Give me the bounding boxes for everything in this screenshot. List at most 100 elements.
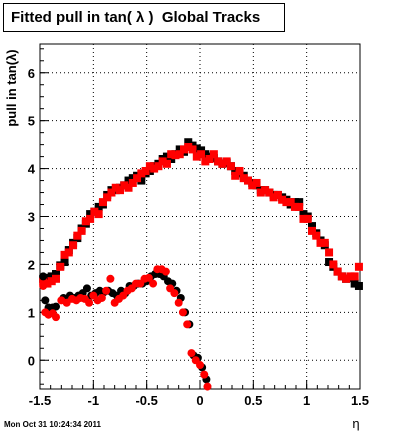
x-axis-title: η xyxy=(352,416,359,431)
data-point-square-s0 xyxy=(47,272,56,281)
data-point-square-s1 xyxy=(269,193,278,202)
data-point-square-s0 xyxy=(295,198,304,207)
data-point-square-s1 xyxy=(103,193,112,202)
data-point-square-s1 xyxy=(312,231,321,240)
data-point-square-s1 xyxy=(52,274,60,283)
data-point-circle-s2 xyxy=(52,302,60,311)
x-tick-label: 0.5 xyxy=(244,393,262,408)
data-point-circle-s3 xyxy=(200,370,209,379)
data-point-circle-s3 xyxy=(187,349,196,358)
data-point-square-s1 xyxy=(107,188,116,197)
data-point-square-s1 xyxy=(162,159,171,168)
data-point-square-s1 xyxy=(197,150,206,159)
data-point-square-s1 xyxy=(150,164,159,173)
chart-title: Fitted pull in tan( λ ) Global Tracks xyxy=(3,3,285,32)
data-point-square-s0 xyxy=(184,138,193,147)
data-point-square-s0 xyxy=(137,176,146,185)
x-tick-label: -1.5 xyxy=(29,393,51,408)
data-point-square-s1 xyxy=(329,260,338,269)
data-point-square-s1 xyxy=(111,183,120,192)
data-point-square-s1 xyxy=(86,214,95,223)
data-point-square-s1 xyxy=(56,262,65,271)
data-point-square-s0 xyxy=(128,174,137,183)
data-point-square-s1 xyxy=(171,151,180,160)
data-point-square-s1 xyxy=(273,190,282,199)
data-point-square-s1 xyxy=(252,178,261,187)
data-point-square-s1 xyxy=(244,176,252,185)
data-point-square-s1 xyxy=(43,279,52,288)
x-tick-label: -1 xyxy=(88,393,100,408)
data-point-square-s1 xyxy=(248,181,257,190)
data-point-square-s1 xyxy=(350,272,359,281)
data-point-square-s1 xyxy=(192,152,201,161)
data-point-square-s1 xyxy=(188,145,197,154)
data-point-square-s1 xyxy=(261,186,270,195)
data-point-square-s0 xyxy=(354,281,363,290)
data-point-square-s0 xyxy=(94,202,103,211)
data-point-square-s1 xyxy=(81,217,90,226)
data-point-square-s1 xyxy=(90,207,99,216)
data-point-square-s1 xyxy=(154,162,163,171)
timestamp: Mon Oct 31 10:24:34 2011 xyxy=(4,420,101,429)
data-point-circle-s2 xyxy=(41,296,50,305)
data-point-square-s1 xyxy=(201,157,210,166)
data-point-square-s0 xyxy=(325,258,334,267)
data-point-square-s1 xyxy=(222,157,231,166)
y-axis-title: pull in tan(λ) xyxy=(4,49,19,126)
data-point-square-s1 xyxy=(278,195,287,204)
data-points xyxy=(39,138,363,391)
data-point-square-s1 xyxy=(69,241,78,250)
y-tick-label: 0 xyxy=(28,353,35,368)
data-point-circle-s3 xyxy=(149,279,158,288)
data-point-square-s1 xyxy=(158,157,167,166)
data-point-square-s0 xyxy=(231,166,240,175)
data-point-square-s0 xyxy=(350,279,359,288)
data-point-square-s1 xyxy=(256,188,265,197)
data-point-square-s0 xyxy=(201,150,210,159)
data-point-square-s1 xyxy=(286,198,295,207)
data-point-square-s1 xyxy=(94,210,103,219)
data-point-square-s1 xyxy=(116,186,124,195)
data-point-square-s1 xyxy=(214,157,223,166)
data-point-square-s1 xyxy=(265,188,274,197)
data-point-circle-s2 xyxy=(82,284,91,293)
x-tick-label: 0 xyxy=(196,393,203,408)
x-tick-label: -0.5 xyxy=(135,393,157,408)
y-tick-label: 4 xyxy=(28,162,36,177)
data-point-square-s1 xyxy=(39,277,48,286)
y-tick-label: 3 xyxy=(28,210,35,225)
data-point-square-s1 xyxy=(354,262,363,271)
data-point-square-s0 xyxy=(43,273,52,282)
data-point-circle-s3 xyxy=(144,273,153,282)
data-point-square-s1 xyxy=(137,169,146,178)
data-point-square-s1 xyxy=(282,198,291,207)
data-point-square-s0 xyxy=(145,166,154,175)
x-tick-label: 1.5 xyxy=(351,393,369,408)
data-point-square-s0 xyxy=(308,222,316,231)
data-point-square-s0 xyxy=(52,270,60,278)
data-point-square-s1 xyxy=(175,150,184,159)
data-point-square-s0 xyxy=(299,210,308,219)
x-tick-label: 1 xyxy=(303,393,310,408)
data-point-square-s1 xyxy=(239,174,248,183)
data-point-square-s1 xyxy=(133,174,142,183)
data-point-circle-s3 xyxy=(85,298,94,307)
data-point-square-s1 xyxy=(98,198,107,207)
data-point-circle-s3 xyxy=(196,361,204,370)
data-point-square-s1 xyxy=(342,274,351,283)
data-point-square-s0 xyxy=(167,155,176,163)
y-tick-label: 6 xyxy=(28,66,35,81)
data-point-square-s1 xyxy=(141,166,150,175)
data-point-square-s1 xyxy=(167,150,176,159)
data-point-square-s1 xyxy=(235,166,244,175)
data-point-square-s1 xyxy=(218,159,227,168)
data-point-circle-s3 xyxy=(174,298,183,307)
data-point-square-s0 xyxy=(290,198,299,207)
data-point-circle-s3 xyxy=(97,293,106,302)
data-point-square-s0 xyxy=(192,144,201,153)
data-point-square-s1 xyxy=(145,162,154,171)
data-point-circle-s3 xyxy=(183,320,192,329)
data-point-square-s1 xyxy=(226,162,235,171)
data-point-square-s1 xyxy=(299,214,308,223)
